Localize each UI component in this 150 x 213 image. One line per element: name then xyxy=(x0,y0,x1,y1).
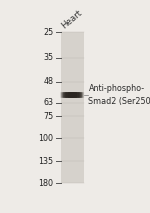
Text: 100: 100 xyxy=(39,134,54,142)
Text: 48: 48 xyxy=(44,78,54,86)
Text: 25: 25 xyxy=(43,28,54,37)
Text: 180: 180 xyxy=(39,178,54,187)
Text: 63: 63 xyxy=(44,98,54,107)
Text: 75: 75 xyxy=(43,112,54,121)
FancyBboxPatch shape xyxy=(61,32,84,183)
Text: 135: 135 xyxy=(39,157,54,166)
Text: Heart: Heart xyxy=(60,8,84,30)
Text: Smad2 (Ser250): Smad2 (Ser250) xyxy=(88,97,150,106)
Text: 35: 35 xyxy=(44,53,54,62)
Text: Anti-phospho-: Anti-phospho- xyxy=(88,84,145,93)
